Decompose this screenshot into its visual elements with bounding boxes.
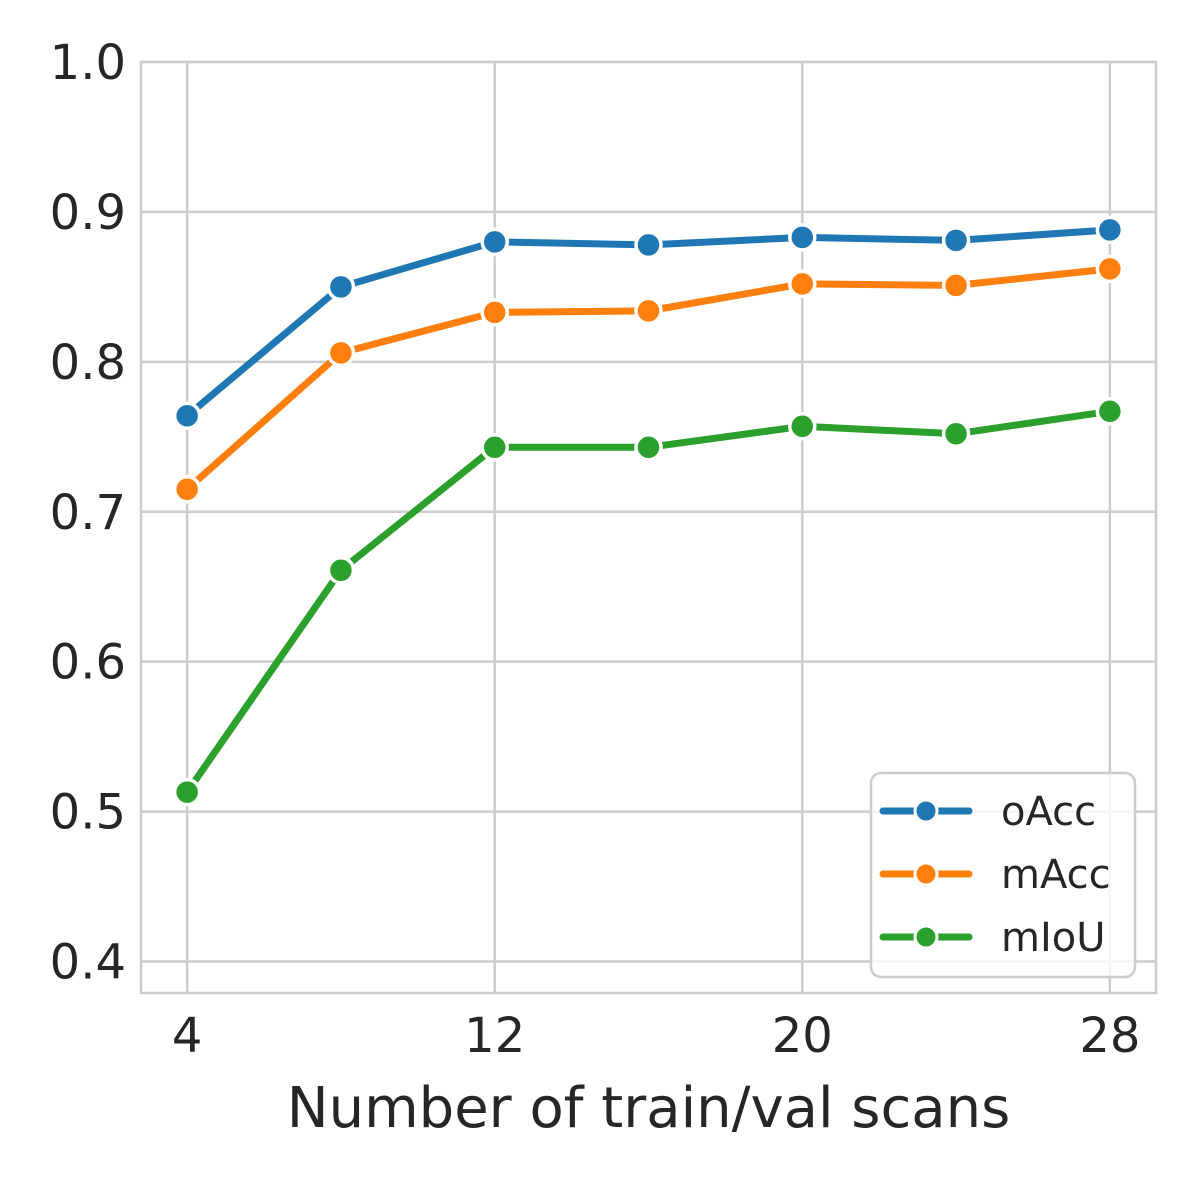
x-tick-label-28: 28 xyxy=(1079,1008,1140,1064)
x-tick-label-20: 20 xyxy=(772,1008,833,1064)
data-point-mIoU-x20 xyxy=(788,412,817,441)
legend-marker-mIoU xyxy=(913,924,939,950)
x-tick-label-4: 4 xyxy=(172,1008,203,1064)
data-point-mIoU-x28 xyxy=(1095,397,1125,426)
data-point-mIoU-x4 xyxy=(172,777,202,807)
data-point-oAcc-x8 xyxy=(326,272,356,302)
data-point-mAcc-x24 xyxy=(941,271,971,300)
y-tick-label-0.8: 0.8 xyxy=(50,335,126,391)
y-tick-label-0.7: 0.7 xyxy=(50,485,126,541)
legend-label-mAcc: mAcc xyxy=(1001,852,1111,898)
data-point-mAcc-x28 xyxy=(1095,254,1125,284)
data-point-oAcc-x16 xyxy=(634,230,663,260)
legend-label-mIoU: mIoU xyxy=(1001,915,1106,961)
data-point-mAcc-x4 xyxy=(172,475,202,504)
data-point-mAcc-x12 xyxy=(480,298,509,327)
series-line-mIoU xyxy=(183,407,1114,796)
data-point-oAcc-x20 xyxy=(788,223,817,252)
y-tick-label-0.5: 0.5 xyxy=(50,785,126,841)
x-axis-label: Number of train/val scans xyxy=(287,1076,1011,1141)
y-tick-label-1.0: 1.0 xyxy=(50,35,126,91)
y-tick-label-0.9: 0.9 xyxy=(50,185,126,241)
data-point-mIoU-x12 xyxy=(480,433,509,462)
legend-marker-mAcc xyxy=(913,861,939,887)
data-point-oAcc-x24 xyxy=(941,226,971,255)
data-point-mIoU-x24 xyxy=(941,419,971,449)
legend-marker-oAcc xyxy=(913,798,939,824)
data-point-mIoU-x8 xyxy=(326,555,356,585)
legend-box xyxy=(869,771,1137,979)
data-point-mIoU-x16 xyxy=(634,433,663,462)
x-tick-label-12: 12 xyxy=(464,1008,525,1064)
data-point-mAcc-x8 xyxy=(326,338,356,368)
legend-label-oAcc: oAcc xyxy=(1001,789,1096,835)
data-point-mAcc-x20 xyxy=(788,269,817,299)
data-point-oAcc-x12 xyxy=(480,227,509,257)
data-point-oAcc-x4 xyxy=(172,401,202,431)
y-tick-label-0.6: 0.6 xyxy=(50,635,126,691)
data-point-oAcc-x28 xyxy=(1095,215,1125,245)
axes-border xyxy=(139,60,1158,995)
y-tick-label-0.4: 0.4 xyxy=(50,935,126,991)
data-point-mAcc-x16 xyxy=(634,296,663,326)
